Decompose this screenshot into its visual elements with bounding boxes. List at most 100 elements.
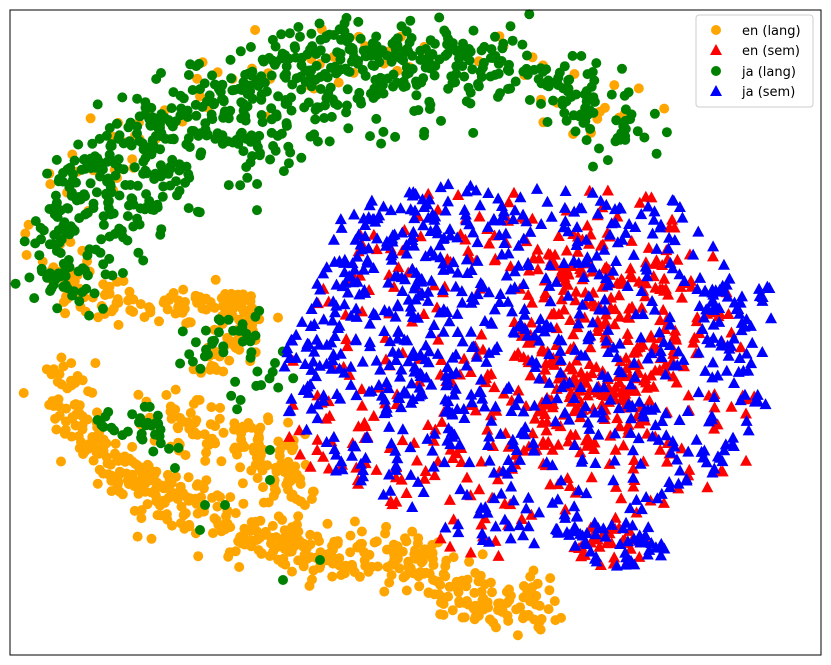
point-ja-sem: [590, 381, 603, 393]
point-ja-lang: [265, 475, 275, 485]
point-ja-sem: [335, 221, 348, 233]
point-en-lang: [273, 312, 283, 323]
point-ja-lang: [140, 420, 151, 431]
point-en-lang: [145, 303, 156, 314]
point-ja-lang: [50, 274, 61, 285]
point-ja-sem: [311, 398, 324, 410]
point-ja-lang: [194, 58, 204, 69]
point-ja-lang: [226, 73, 237, 84]
point-en-lang: [104, 281, 115, 292]
point-ja-sem: [474, 501, 487, 513]
legend-item-en-sem: en (sem): [710, 44, 800, 59]
point-ja-sem: [494, 288, 507, 300]
point-en-lang: [112, 451, 123, 462]
point-en-lang: [143, 461, 154, 471]
point-en-sem: [529, 412, 542, 424]
point-en-sem: [532, 405, 545, 417]
point-ja-sem: [577, 270, 590, 282]
point-en-lang: [322, 555, 333, 566]
point-ja-lang: [343, 123, 354, 134]
point-ja-sem: [501, 295, 514, 307]
point-ja-sem: [308, 345, 321, 357]
point-ja-lang: [266, 103, 277, 114]
point-ja-lang: [618, 121, 629, 131]
point-ja-sem: [465, 396, 478, 408]
point-ja-sem: [517, 277, 530, 289]
point-en-lang: [198, 483, 209, 494]
point-en-sem: [469, 404, 482, 416]
point-ja-sem: [338, 266, 351, 278]
point-ja-sem: [344, 309, 357, 321]
point-ja-lang: [141, 189, 152, 200]
point-ja-sem: [619, 558, 632, 570]
point-ja-lang: [88, 198, 99, 209]
point-en-sem: [576, 548, 589, 560]
point-ja-sem: [592, 428, 605, 440]
point-ja-sem: [742, 424, 755, 436]
point-ja-sem: [646, 294, 659, 306]
point-en-sem: [624, 268, 637, 280]
point-ja-sem: [518, 308, 531, 320]
point-en-lang: [515, 602, 526, 613]
point-en-sem: [417, 308, 430, 320]
point-ja-lang: [223, 314, 234, 325]
point-en-sem: [701, 481, 714, 493]
point-en-sem: [627, 462, 640, 474]
point-en-lang: [110, 438, 121, 449]
point-ja-sem: [383, 305, 396, 317]
point-ja-sem: [505, 404, 518, 416]
point-en-lang: [152, 510, 163, 521]
point-ja-sem: [317, 267, 330, 279]
point-ja-sem: [302, 338, 315, 350]
point-ja-lang: [425, 99, 436, 110]
point-ja-sem: [728, 376, 741, 388]
point-en-lang: [106, 470, 117, 481]
point-ja-sem: [580, 233, 593, 245]
point-ja-lang: [299, 102, 310, 113]
point-ja-lang: [252, 366, 263, 377]
point-ja-lang: [187, 85, 198, 95]
point-en-lang: [530, 599, 541, 610]
point-en-lang: [208, 528, 218, 539]
point-en-sem: [584, 341, 597, 353]
legend-label-en-lang: en (lang): [742, 24, 801, 39]
point-ja-sem: [725, 438, 738, 450]
point-en-sem: [666, 213, 679, 225]
point-ja-sem: [652, 433, 665, 445]
point-en-lang: [220, 306, 231, 317]
point-en-sem: [390, 495, 403, 507]
point-ja-sem: [311, 277, 324, 289]
point-en-lang: [427, 539, 438, 550]
point-ja-lang: [632, 126, 643, 137]
point-ja-sem: [417, 486, 430, 498]
point-ja-lang: [619, 90, 630, 101]
point-en-lang: [154, 316, 164, 327]
point-en-lang: [66, 358, 77, 369]
point-ja-sem: [308, 317, 321, 329]
point-en-lang: [504, 584, 514, 595]
point-en-lang: [401, 585, 412, 596]
point-ja-lang: [204, 90, 215, 101]
point-ja-sem: [692, 346, 705, 358]
point-en-sem: [562, 435, 575, 447]
point-en-sem: [654, 443, 667, 455]
point-ja-lang: [54, 238, 65, 248]
point-ja-lang: [411, 76, 421, 87]
point-ja-sem: [649, 401, 662, 413]
point-ja-sem: [481, 506, 494, 518]
point-ja-sem: [524, 225, 537, 237]
point-ja-sem: [733, 351, 746, 363]
point-ja-sem: [576, 298, 589, 310]
point-ja-sem: [345, 449, 358, 461]
point-ja-sem: [572, 484, 585, 496]
point-ja-sem: [630, 493, 643, 505]
point-en-sem: [642, 241, 655, 253]
point-ja-lang: [246, 347, 257, 358]
point-en-lang: [180, 508, 191, 519]
point-ja-sem: [504, 283, 517, 295]
point-ja-sem: [406, 189, 419, 201]
point-ja-sem: [590, 249, 603, 261]
point-ja-sem: [310, 296, 323, 308]
point-ja-lang: [77, 263, 88, 274]
point-ja-lang: [265, 445, 275, 455]
